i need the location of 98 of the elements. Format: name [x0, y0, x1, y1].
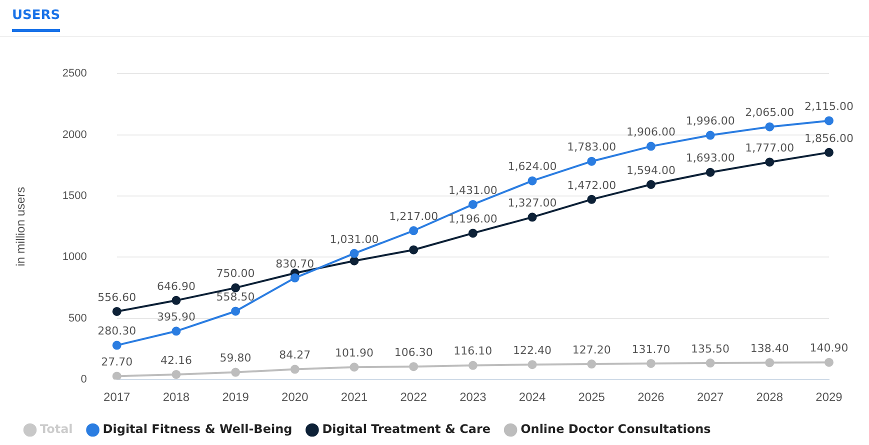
data-label: 556.60 — [98, 290, 136, 304]
point — [468, 228, 478, 238]
point — [706, 168, 715, 177]
data-label: 1,693.00 — [686, 152, 735, 165]
point — [646, 180, 656, 189]
y-tick-label: 2000 — [62, 128, 87, 141]
point — [112, 372, 122, 380]
point — [646, 142, 656, 151]
data-label: 1,594.00 — [626, 164, 676, 177]
point — [468, 200, 478, 209]
data-label: 395.90 — [156, 310, 196, 324]
data-label: 2,115.00 — [804, 100, 854, 114]
x-tick-label: 2025 — [578, 390, 606, 404]
x-tick-label: 2022 — [400, 390, 428, 404]
point — [172, 296, 181, 305]
point — [231, 368, 240, 377]
point — [824, 148, 834, 157]
point — [172, 370, 181, 379]
point — [587, 156, 596, 166]
data-label: 1,624.00 — [508, 160, 557, 174]
point — [409, 245, 418, 254]
legend-label: Online Doctor Consultations — [520, 422, 711, 436]
data-label: 116.10 — [454, 344, 492, 358]
legend-label: Digital Fitness & Well-Being — [102, 422, 292, 436]
data-label: 140.90 — [810, 342, 848, 355]
point — [290, 364, 300, 374]
legend-label: Digital Treatment & Care — [322, 422, 491, 436]
data-label: 1,783.00 — [567, 140, 616, 154]
data-label: 280.30 — [98, 324, 136, 338]
point — [765, 158, 774, 167]
y-tick-label: 1000 — [62, 251, 87, 264]
data-label: 1,327.00 — [508, 196, 557, 210]
x-tick-label: 2020 — [282, 390, 309, 404]
y-tick-label: 2500 — [62, 68, 87, 80]
point — [528, 212, 537, 222]
data-label: 27.70 — [101, 356, 133, 369]
data-label: 1,472.00 — [567, 178, 616, 192]
x-tick-label: 2024 — [518, 390, 546, 404]
y-tick-label: 500 — [68, 312, 87, 324]
data-label: 1,217.00 — [389, 210, 438, 223]
x-tick-label: 2019 — [222, 390, 250, 404]
data-label: 646.90 — [156, 280, 196, 293]
data-label: 1,856.00 — [804, 132, 854, 145]
point — [468, 360, 478, 370]
point — [765, 358, 774, 368]
point — [646, 358, 656, 368]
point — [112, 340, 122, 350]
data-label: 122.40 — [513, 344, 552, 357]
point — [824, 116, 834, 126]
x-tick-label: 2021 — [340, 390, 368, 404]
data-label: 42.16 — [160, 354, 192, 367]
point — [172, 326, 181, 336]
point — [706, 358, 715, 368]
point — [350, 256, 359, 266]
data-label: 135.50 — [691, 342, 730, 356]
point — [587, 194, 596, 204]
y-tick-label: 0 — [80, 374, 87, 386]
point — [409, 362, 418, 372]
data-label: 84.27 — [279, 348, 311, 362]
point — [290, 273, 300, 282]
point — [231, 306, 240, 316]
data-label: 131.70 — [632, 342, 670, 356]
data-label: 59.80 — [220, 352, 252, 365]
data-label: 127.20 — [572, 343, 611, 356]
data-label: 750.00 — [216, 267, 255, 280]
x-tick-label: 2028 — [756, 390, 784, 404]
x-tick-label: 2027 — [696, 390, 724, 404]
data-label: 558.50 — [216, 290, 255, 304]
point — [112, 306, 122, 316]
point — [765, 122, 774, 132]
point — [528, 176, 537, 186]
data-label: 1,906.00 — [626, 126, 676, 139]
x-tick-label: 2018 — [162, 390, 190, 404]
point — [350, 362, 359, 372]
point — [706, 130, 715, 140]
data-label: 101.90 — [334, 346, 374, 360]
data-label: 1,996.00 — [686, 114, 735, 128]
chart-title: USERS — [12, 8, 60, 32]
data-label: 2,065.00 — [745, 106, 794, 120]
data-label: 1,431.00 — [448, 184, 498, 197]
point — [231, 283, 240, 292]
data-label: 1,031.00 — [330, 232, 379, 246]
data-label: 1,777.00 — [745, 141, 794, 154]
data-label: 830.70 — [276, 257, 314, 270]
x-tick-label: 2023 — [460, 390, 487, 404]
data-label: 106.30 — [394, 346, 433, 359]
data-label: 138.40 — [750, 342, 789, 356]
y-axis-title: in million users — [14, 186, 28, 266]
data-label: 1,196.00 — [448, 212, 498, 226]
point — [409, 226, 418, 236]
point — [350, 248, 359, 258]
point — [528, 360, 537, 370]
x-tick-label: 2029 — [816, 390, 843, 404]
x-tick-label: 2026 — [638, 390, 665, 404]
y-tick-label: 1500 — [62, 190, 87, 202]
point — [587, 360, 596, 369]
point — [824, 358, 834, 367]
x-tick-label: 2017 — [104, 390, 131, 404]
